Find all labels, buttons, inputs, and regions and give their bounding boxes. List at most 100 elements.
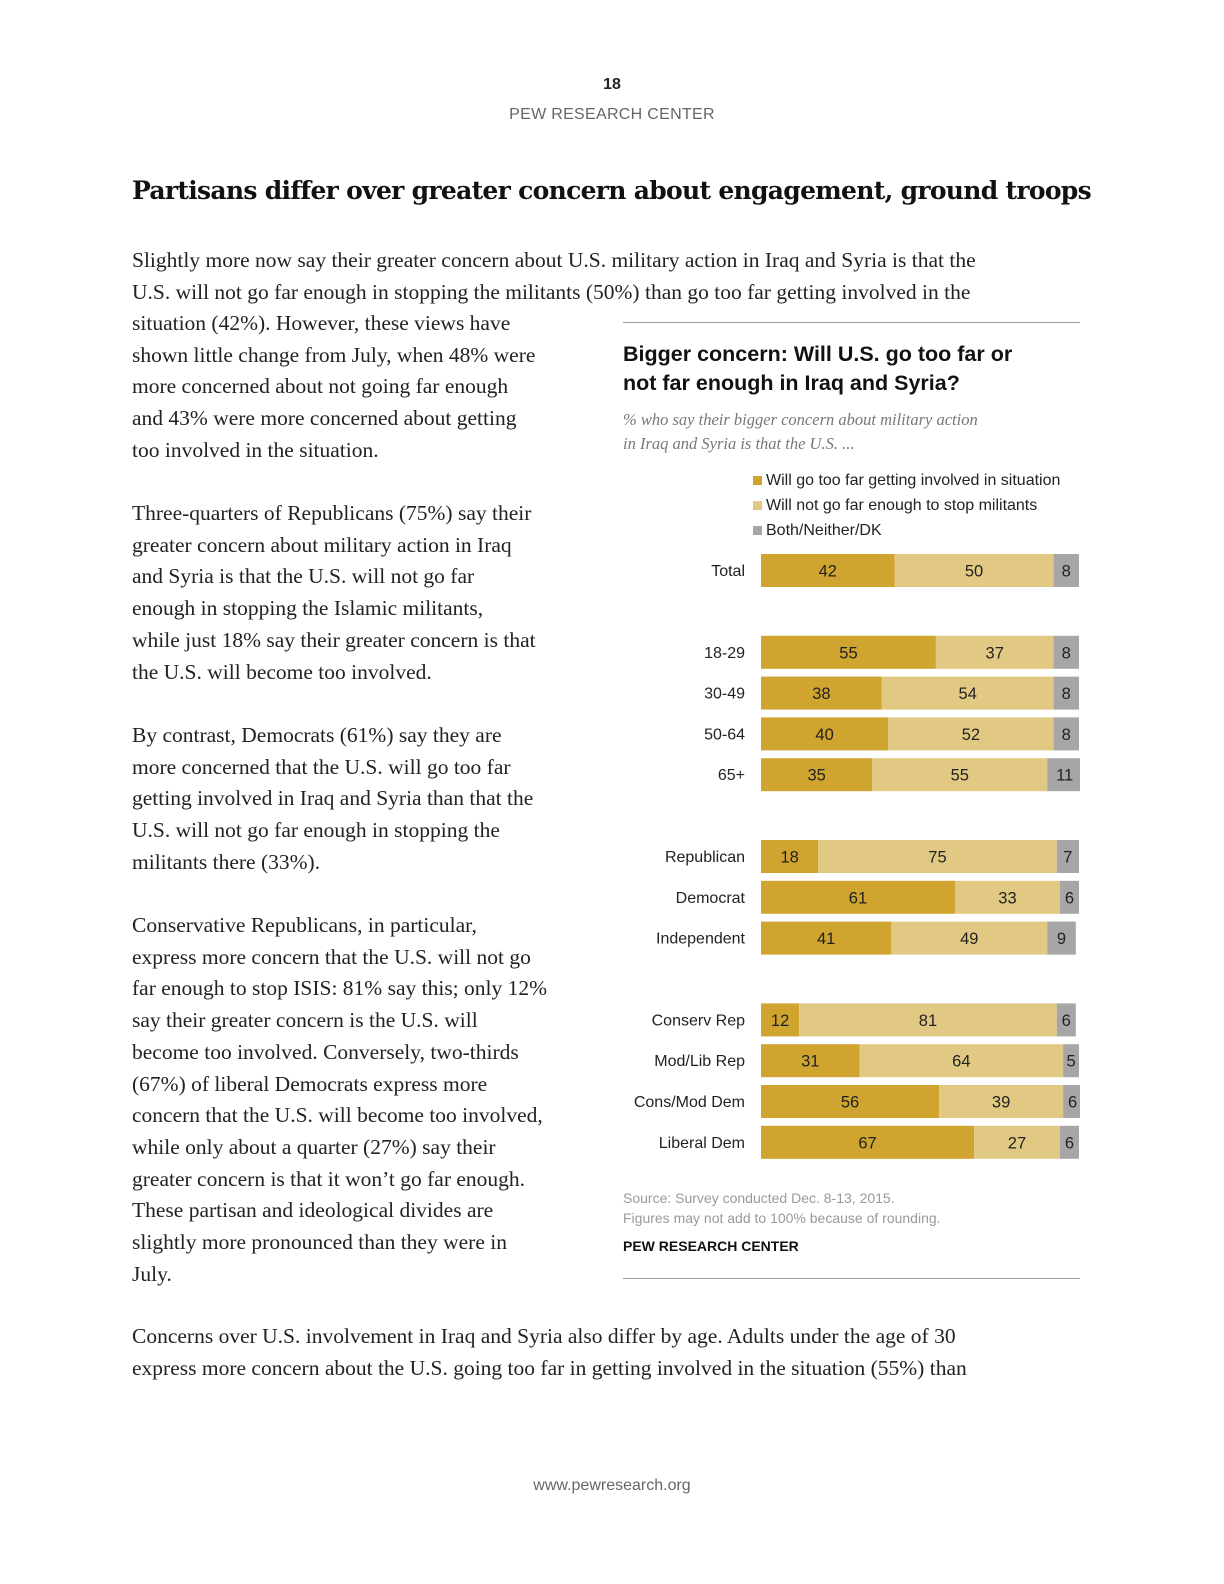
bar-value-label: 49: [960, 930, 978, 948]
category-label: 65+: [718, 767, 745, 784]
text-line: U.S. will not go far enough in stopping …: [132, 279, 971, 304]
bar-segment-both-neither-dk: [1059, 1125, 1079, 1159]
bar-value-label: 6: [1065, 1134, 1074, 1152]
text-line: By contrast, Democrats (61%) say they ar…: [132, 723, 502, 747]
bar-segment-not-far-enough: [954, 880, 1060, 914]
text-line: getting involved in Iraq and Syria than …: [132, 786, 534, 811]
text-line: greater concern about military action in…: [132, 532, 512, 557]
bar-value-label: 18: [780, 849, 798, 867]
bar-row: Liberal Dem 67 27 6: [659, 1125, 1079, 1159]
bar-value-label: 50: [965, 563, 983, 581]
text-line: shown little change from July, when 48% …: [132, 342, 536, 367]
bar-segment-both-neither-dk: [1056, 1003, 1076, 1037]
bar-row: Total 42 50 8: [711, 554, 1079, 587]
bar-segment-too-far: [761, 717, 889, 751]
text-line: (67%) of liberal Democrats express more: [132, 1071, 488, 1096]
bar-segment-not-far-enough: [891, 921, 1048, 955]
bar-segment-both-neither-dk: [1053, 717, 1079, 751]
bar-row: Mod/Lib Rep 31 64 5: [654, 1044, 1079, 1078]
chart-panel: Bigger concern: Will U.S. go too far or …: [623, 322, 1080, 1279]
body-paragraph-4: Conservative Republicans, in particular,…: [132, 910, 592, 1290]
bar-value-label: 8: [1062, 563, 1071, 581]
text-line: slightly more pronounced than they were …: [132, 1230, 507, 1255]
category-label: Total: [711, 563, 745, 580]
text-line: express more concern that the U.S. will …: [132, 944, 531, 969]
bar-value-label: 6: [1062, 1012, 1071, 1030]
bar-value-label: 7: [1063, 849, 1072, 867]
text-line: become too involved. Conversely, two-thi…: [132, 1039, 519, 1064]
bar-segment-both-neither-dk: [1053, 554, 1079, 587]
body-paragraph-2: Three-quarters of Republicans (75%) say …: [132, 498, 592, 688]
text-line: militants there (33%).: [132, 849, 321, 874]
bar-segment-not-far-enough: [939, 1085, 1064, 1118]
bar-segment-too-far: [761, 635, 936, 669]
text-line: July.: [132, 1261, 172, 1286]
bar-row: Cons/Mod Dem 56 39 6: [634, 1085, 1080, 1118]
stacked-bar-chart: Total 42 50 8 18-29 55 37 8 30-49 38 54 8 50-64 40 52 8…: [634, 554, 1080, 1159]
bar-value-label: 54: [959, 685, 977, 703]
bar-value-label: 41: [817, 930, 835, 948]
bar-row: 18-29 55 37 8: [704, 635, 1079, 669]
bar-segment-not-far-enough: [935, 635, 1054, 669]
bar-value-label: 12: [771, 1012, 789, 1030]
chart-bottom-rule: [623, 1278, 1080, 1279]
bar-segment-not-far-enough: [859, 1044, 1064, 1078]
source-line: Figures may not add to 100% because of r…: [623, 1210, 941, 1226]
category-label: Conserv Rep: [652, 1012, 745, 1029]
body-paragraph-3: By contrast, Democrats (61%) say they ar…: [132, 720, 592, 879]
bar-row: 65+ 35 55 11: [718, 758, 1080, 792]
chart-subtitle-line: in Iraq and Syria is that the U.S. ...: [623, 434, 855, 453]
page-title: Partisans differ over greater concern ab…: [132, 176, 1092, 205]
legend-swatch-not-far-enough: [753, 501, 762, 510]
bar-value-label: 38: [812, 685, 830, 703]
text-line: and Syria is that the U.S. will not go f…: [132, 564, 475, 589]
chart-title-line: Bigger concern: Will U.S. go too far or: [623, 342, 1013, 366]
chart-top-rule: [623, 322, 1080, 323]
category-label: Cons/Mod Dem: [634, 1094, 745, 1111]
bar-value-label: 8: [1062, 644, 1071, 662]
bar-segment-too-far: [761, 1003, 800, 1037]
text-line: more concerned about not going far enoug…: [132, 374, 509, 399]
bar-row: 30-49 38 54 8: [704, 676, 1079, 710]
chart-subtitle-line: % who say their bigger concern about mil…: [623, 410, 978, 429]
text-line: These partisan and ideological divides a…: [132, 1198, 494, 1223]
text-line: situation (42%). However, these views ha…: [132, 311, 511, 335]
bar-value-label: 64: [952, 1053, 970, 1071]
text-line: enough in stopping the Islamic militants…: [132, 596, 484, 621]
bar-segment-both-neither-dk: [1047, 921, 1076, 955]
bar-value-label: 61: [849, 889, 867, 907]
bar-segment-too-far: [761, 554, 895, 587]
bar-value-label: 55: [839, 644, 857, 662]
chart-source-note: Source: Survey conducted Dec. 8-13, 2015…: [623, 1188, 941, 1228]
text-line: greater concern is that it won’t go far …: [132, 1166, 526, 1191]
bar-value-label: 8: [1062, 726, 1071, 744]
bar-value-label: 31: [801, 1053, 819, 1071]
category-label: 50-64: [704, 726, 745, 743]
bar-segment-not-far-enough: [974, 1125, 1060, 1159]
bar-value-label: 75: [928, 849, 946, 867]
legend-item: Both/Neither/DK: [753, 518, 1060, 543]
bar-segment-not-far-enough: [894, 554, 1054, 587]
closing-paragraph: Concerns over U.S. involvement in Iraq a…: [132, 1321, 1082, 1384]
body-paragraph-1: situation (42%). However, these views ha…: [132, 308, 592, 467]
bar-value-label: 40: [815, 726, 833, 744]
chart-legend: Will go too far getting involved in situ…: [753, 468, 1060, 543]
intro-paragraph: Slightly more now say their greater conc…: [132, 245, 1082, 308]
category-label: Mod/Lib Rep: [654, 1053, 745, 1070]
bar-segment-not-far-enough: [888, 717, 1054, 751]
bar-value-label: 27: [1008, 1134, 1026, 1152]
bar-segment-not-far-enough: [799, 1003, 1057, 1037]
bar-segment-too-far: [761, 676, 882, 710]
legend-swatch-too-far: [753, 476, 762, 485]
bar-segment-too-far: [761, 1125, 975, 1159]
bar-segment-too-far: [761, 840, 819, 873]
bar-segment-both-neither-dk: [1056, 840, 1079, 873]
bar-value-label: 52: [962, 726, 980, 744]
bar-value-label: 37: [986, 644, 1004, 662]
bar-row: Democrat 61 33 6: [676, 880, 1079, 914]
category-label: Independent: [656, 931, 746, 948]
text-line: Three-quarters of Republicans (75%) say …: [132, 501, 532, 525]
text-line: while just 18% say their greater concern…: [132, 627, 536, 652]
bar-value-label: 6: [1068, 1094, 1077, 1112]
bar-row: Independent 41 49 9: [656, 921, 1076, 955]
